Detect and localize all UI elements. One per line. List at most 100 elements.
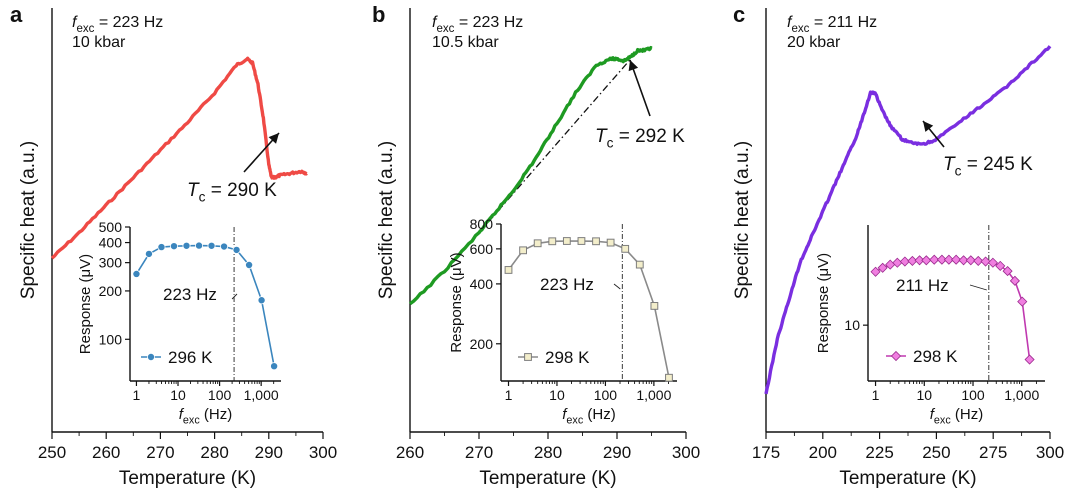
inset-data-point <box>995 260 1006 271</box>
x-tick-label: 200 <box>809 443 837 462</box>
inset-x-tick-label: 10 <box>549 387 565 403</box>
x-axis-label: Temperature (K) <box>479 468 616 489</box>
inset-legend-marker <box>146 352 155 361</box>
inset-data-point <box>899 256 910 267</box>
inset-frequency-pointer <box>969 284 987 291</box>
tc-annotation: Tc = 245 K <box>943 154 1033 179</box>
inset-legend-marker <box>524 353 532 361</box>
inset-frequency-label: 211 Hz <box>896 276 949 295</box>
x-tick-label: 260 <box>396 443 424 462</box>
inset-data-point <box>987 257 998 268</box>
inset-y-axis-label: Response (μV) <box>77 254 94 354</box>
inset-frequency-pointer <box>231 293 238 300</box>
inset-data-point <box>548 237 557 246</box>
inset-y-tick-label: 200 <box>470 336 494 352</box>
x-tick-label: 270 <box>146 443 174 462</box>
inset-data-point <box>157 243 166 252</box>
inset-data-point <box>592 237 600 246</box>
specific-heat-series-line <box>50 56 308 260</box>
specific-heat-series-line <box>409 45 653 306</box>
inset-x-tick-label: 10 <box>170 387 186 403</box>
inset-x-tick-label: 100 <box>961 387 985 403</box>
inset-legend-marker <box>890 350 902 362</box>
inset-x-tick-label: 1,000 <box>244 387 279 403</box>
inset-data-point <box>257 296 266 305</box>
y-axis-label: Specific heat (a.u.) <box>376 141 397 299</box>
inset-legend-label: 296 K <box>168 348 213 367</box>
panel-label: c <box>733 2 745 27</box>
x-tick-label: 300 <box>309 443 337 462</box>
inset-data-point <box>973 255 984 266</box>
inset-data-point <box>1024 354 1035 365</box>
inset-data-point <box>577 237 586 245</box>
inset-data-point <box>1017 296 1028 307</box>
inset-data-point <box>270 362 279 371</box>
x-tick-label: 250 <box>38 443 66 462</box>
inset-data-point <box>504 266 513 274</box>
inset-data-point <box>621 244 630 253</box>
inset-y-tick-label: 100 <box>99 331 123 347</box>
inset-y-tick-label: 200 <box>99 283 123 299</box>
panel-label: b <box>372 2 385 27</box>
panel-a: a 250 260 270 280 290 300 Temperature (K) Specif… <box>10 2 337 489</box>
x-tick-label: 290 <box>255 443 283 462</box>
tc-annotation: Tc = 292 K <box>595 126 685 151</box>
inset-x-tick-label: 1,000 <box>1004 387 1039 403</box>
x-tick-label: 270 <box>465 443 493 462</box>
inset-data-point <box>182 241 191 250</box>
excitation-frequency-annotation: fexc = 211 Hz <box>787 14 877 35</box>
inset-data-point <box>914 255 925 266</box>
x-tick-label: 290 <box>603 443 631 462</box>
inset-frequency-label: 223 Hz <box>540 275 594 294</box>
inset-data-point <box>870 266 881 277</box>
x-tick-label: 300 <box>672 443 700 462</box>
inset-data-point <box>232 245 241 254</box>
inset-x-axis-label: fexc (Hz) <box>179 406 232 427</box>
inset-data-point <box>965 255 976 266</box>
inset-data-point <box>665 373 673 382</box>
panel-label: a <box>10 2 23 27</box>
x-tick-label: 300 <box>1036 443 1064 462</box>
inset-data-point <box>980 256 991 267</box>
inset-x-tick-label: 1 <box>505 387 513 403</box>
inset-data-point <box>650 302 659 310</box>
tc-arrow-head <box>268 133 279 144</box>
inset-legend-label: 298 K <box>913 347 958 366</box>
inset-legend-label: 298 K <box>545 348 590 367</box>
inset-data-point <box>958 255 969 266</box>
inset-data-point <box>169 242 178 251</box>
tc-arrow-head <box>628 60 639 72</box>
tc-arrow-head <box>923 121 934 132</box>
x-tick-label: 225 <box>865 443 893 462</box>
inset-x-tick-label: 10 <box>916 387 932 403</box>
excitation-frequency-annotation: fexc = 223 Hz <box>432 14 523 35</box>
x-tick-label: 280 <box>200 443 228 462</box>
x-tick-label: 275 <box>979 443 1007 462</box>
inset-data-point <box>606 238 615 247</box>
specific-heat-series-line <box>764 45 1052 395</box>
inset-data-point <box>921 255 932 266</box>
inset-data-point <box>929 254 940 265</box>
inset-y-tick-label: 400 <box>470 276 494 292</box>
excitation-frequency-annotation: fexc = 223 Hz <box>72 14 163 35</box>
pressure-annotation: 20 kbar <box>787 34 841 51</box>
inset-data-point <box>907 255 918 266</box>
inset-data-point <box>943 254 954 265</box>
inset-frequency-pointer <box>613 283 621 290</box>
inset-data-point <box>207 241 216 250</box>
inset-data-point <box>1009 275 1020 286</box>
inset-data-point <box>936 254 947 265</box>
x-tick-label: 250 <box>922 443 950 462</box>
inset-chart: 1 10 100 1,000 10 fexc (Hz) Response (μV) 211 H… <box>815 225 1045 427</box>
inset-y-axis-label: Response (μV) <box>448 252 465 352</box>
inset-data-point <box>635 260 644 269</box>
inset-y-tick-label: 600 <box>470 241 494 257</box>
panel-c: c 175 200 225 250 275 300 Temperature (K) Specif… <box>732 2 1064 489</box>
inset-x-tick-label: 1,000 <box>636 387 671 403</box>
inset-data-point <box>1002 266 1013 277</box>
inset-y-tick-label: 10 <box>844 317 860 333</box>
inset-y-tick-label: 500 <box>99 219 123 235</box>
x-tick-label: 260 <box>92 443 120 462</box>
